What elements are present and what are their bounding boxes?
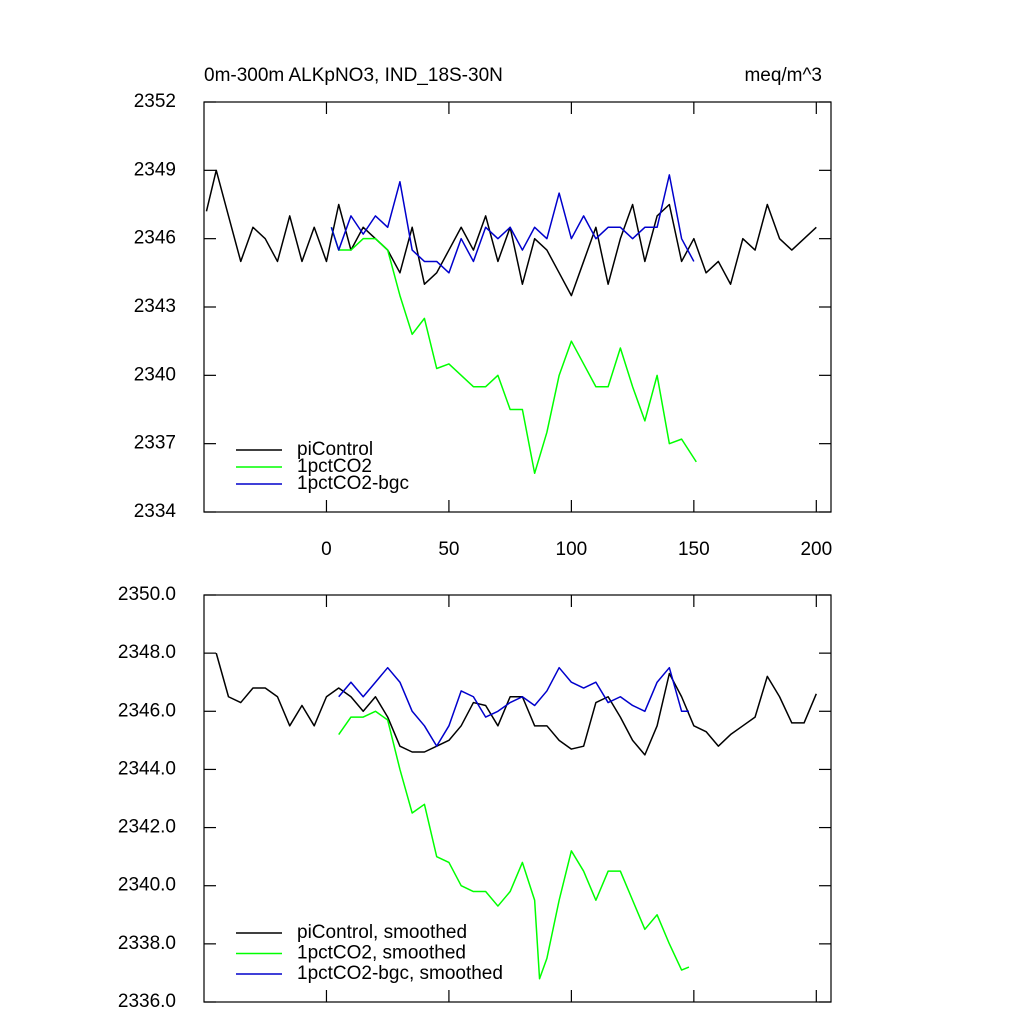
y-tick-label: 2344.0 [118, 758, 176, 779]
y-tick-label: 2338.0 [118, 933, 176, 954]
y-tick-label: 2352 [134, 91, 176, 112]
x-tick-label: 200 [800, 539, 832, 560]
legend-label: piControl [297, 439, 373, 460]
legend-label: 1pctCO2 [297, 456, 372, 477]
y-tick-label: 2340.0 [118, 875, 176, 896]
series-line [338, 666, 689, 747]
y-tick-label: 2342.0 [118, 817, 176, 838]
legend-label: piControl, smoothed [297, 922, 467, 943]
x-tick-label: 150 [678, 539, 710, 560]
series-line [330, 174, 695, 274]
y-tick-label: 2349 [134, 159, 176, 180]
y-tick-label: 2336.0 [118, 991, 176, 1012]
y-tick-label: 2346 [134, 228, 176, 249]
x-tick-label: 50 [438, 539, 459, 560]
legend-label: 1pctCO2-bgc, smoothed [297, 963, 503, 984]
chart-title: 0m-300m ALKpNO3, IND_18S-30N [204, 65, 503, 86]
series-line [330, 227, 697, 475]
series-line [205, 169, 817, 297]
y-tick-label: 2334 [134, 501, 177, 522]
legend-label: 1pctCO2, smoothed [297, 943, 466, 964]
y-tick-label: 2337 [134, 433, 176, 454]
series-line [338, 710, 690, 980]
y-tick-label: 2343 [134, 296, 176, 317]
plot-frame [203, 594, 832, 1003]
y-tick-label: 2350.0 [118, 584, 176, 605]
legend-label: 1pctCO2-bgc [297, 473, 409, 494]
y-tick-label: 2340 [134, 364, 176, 385]
x-tick-label: 0 [321, 539, 332, 560]
unit-label: meq/m^3 [744, 65, 822, 86]
x-tick-label: 100 [556, 539, 588, 560]
y-tick-label: 2348.0 [118, 642, 176, 663]
y-tick-label: 2346.0 [118, 700, 176, 721]
series-line [215, 652, 817, 756]
